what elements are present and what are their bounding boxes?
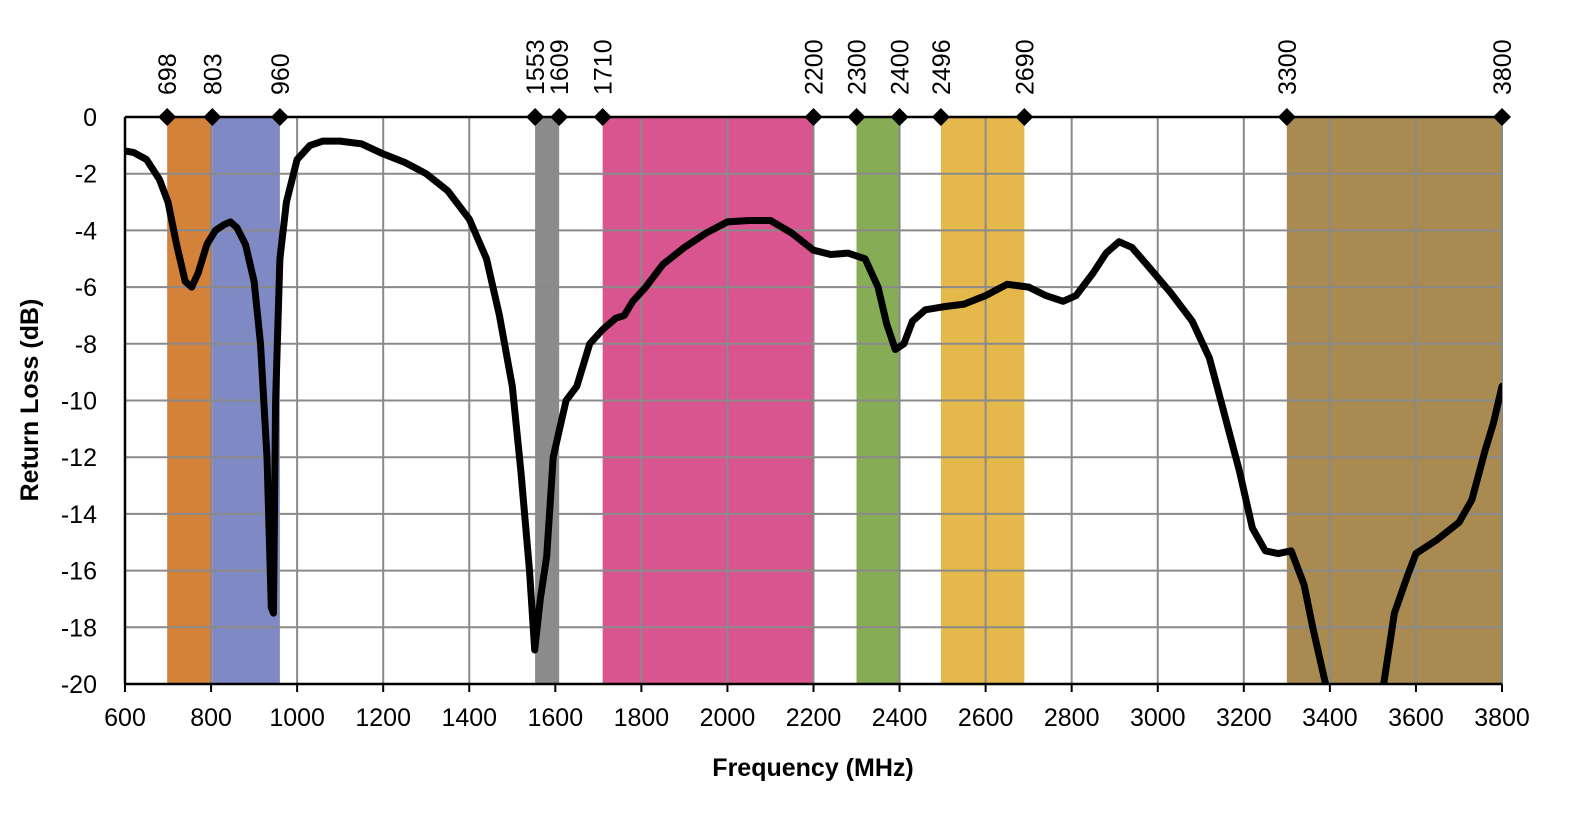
- marker-label: 1710: [590, 39, 618, 95]
- marker: [593, 108, 612, 126]
- y-tick-label: -8: [75, 331, 97, 359]
- marker-label: 698: [154, 53, 182, 95]
- marker-label: 2200: [801, 39, 829, 95]
- y-tick-label: -4: [75, 217, 97, 245]
- marker: [890, 108, 909, 126]
- y-tick-label: -14: [61, 501, 97, 529]
- marker: [203, 108, 222, 126]
- grid: 600 800 1000 1200 1400 1600 1800 2000 2200 2400 26…: [61, 104, 1530, 732]
- marker-label: 2400: [887, 39, 915, 95]
- y-tick-label: -2: [75, 161, 97, 189]
- x-tick-label: 800: [190, 704, 232, 732]
- y-tick-label: 0: [83, 104, 97, 132]
- data-line: [125, 137, 1502, 684]
- x-tick-label: 2000: [700, 704, 756, 732]
- marker-label: 2496: [928, 39, 956, 95]
- marker-label: 1553: [522, 39, 550, 95]
- x-tick-label: 3800: [1474, 704, 1530, 732]
- marker-label: 803: [199, 53, 227, 95]
- marker: [1277, 108, 1296, 126]
- x-tick-label: 1400: [441, 704, 497, 732]
- y-tick-label: -16: [61, 558, 97, 586]
- marker: [550, 108, 569, 126]
- marker-label: 1609: [546, 39, 574, 95]
- y-tick-label: -12: [61, 444, 97, 472]
- marker: [931, 108, 950, 126]
- x-tick-label: 2400: [872, 704, 928, 732]
- marker-label: 960: [267, 53, 295, 95]
- x-tick-label: 1000: [269, 704, 325, 732]
- y-tick-label: -10: [61, 388, 97, 416]
- marker: [1015, 108, 1034, 126]
- marker: [270, 108, 289, 126]
- marker-label: 3800: [1489, 39, 1517, 95]
- x-tick-label: 1600: [528, 704, 584, 732]
- x-axis-title: Frequency (MHz): [712, 754, 913, 782]
- x-tick-label: 3600: [1388, 704, 1444, 732]
- marker: [1493, 108, 1511, 126]
- x-tick-label: 2200: [786, 704, 842, 732]
- lines: [125, 137, 1502, 684]
- x-tick-label: 600: [104, 704, 146, 732]
- marker: [158, 108, 177, 126]
- marker-label: 2300: [844, 39, 872, 95]
- marker: [804, 108, 823, 126]
- y-tick-label: -18: [61, 614, 97, 642]
- x-tick-label: 3200: [1216, 704, 1272, 732]
- x-tick-label: 1200: [355, 704, 411, 732]
- x-tick-label: 2600: [958, 704, 1014, 732]
- x-tick-label: 2800: [1044, 704, 1100, 732]
- marker: [526, 108, 545, 126]
- x-tick-label: 1800: [614, 704, 670, 732]
- marker-label: 3300: [1274, 39, 1302, 95]
- x-tick-label: 3400: [1302, 704, 1358, 732]
- marker-label: 2690: [1011, 39, 1039, 95]
- y-tick-label: -20: [61, 671, 97, 699]
- y-axis-title: Return Loss (dB): [16, 299, 44, 502]
- marker: [847, 108, 866, 126]
- x-tick-label: 3000: [1130, 704, 1186, 732]
- y-tick-label: -6: [75, 274, 97, 302]
